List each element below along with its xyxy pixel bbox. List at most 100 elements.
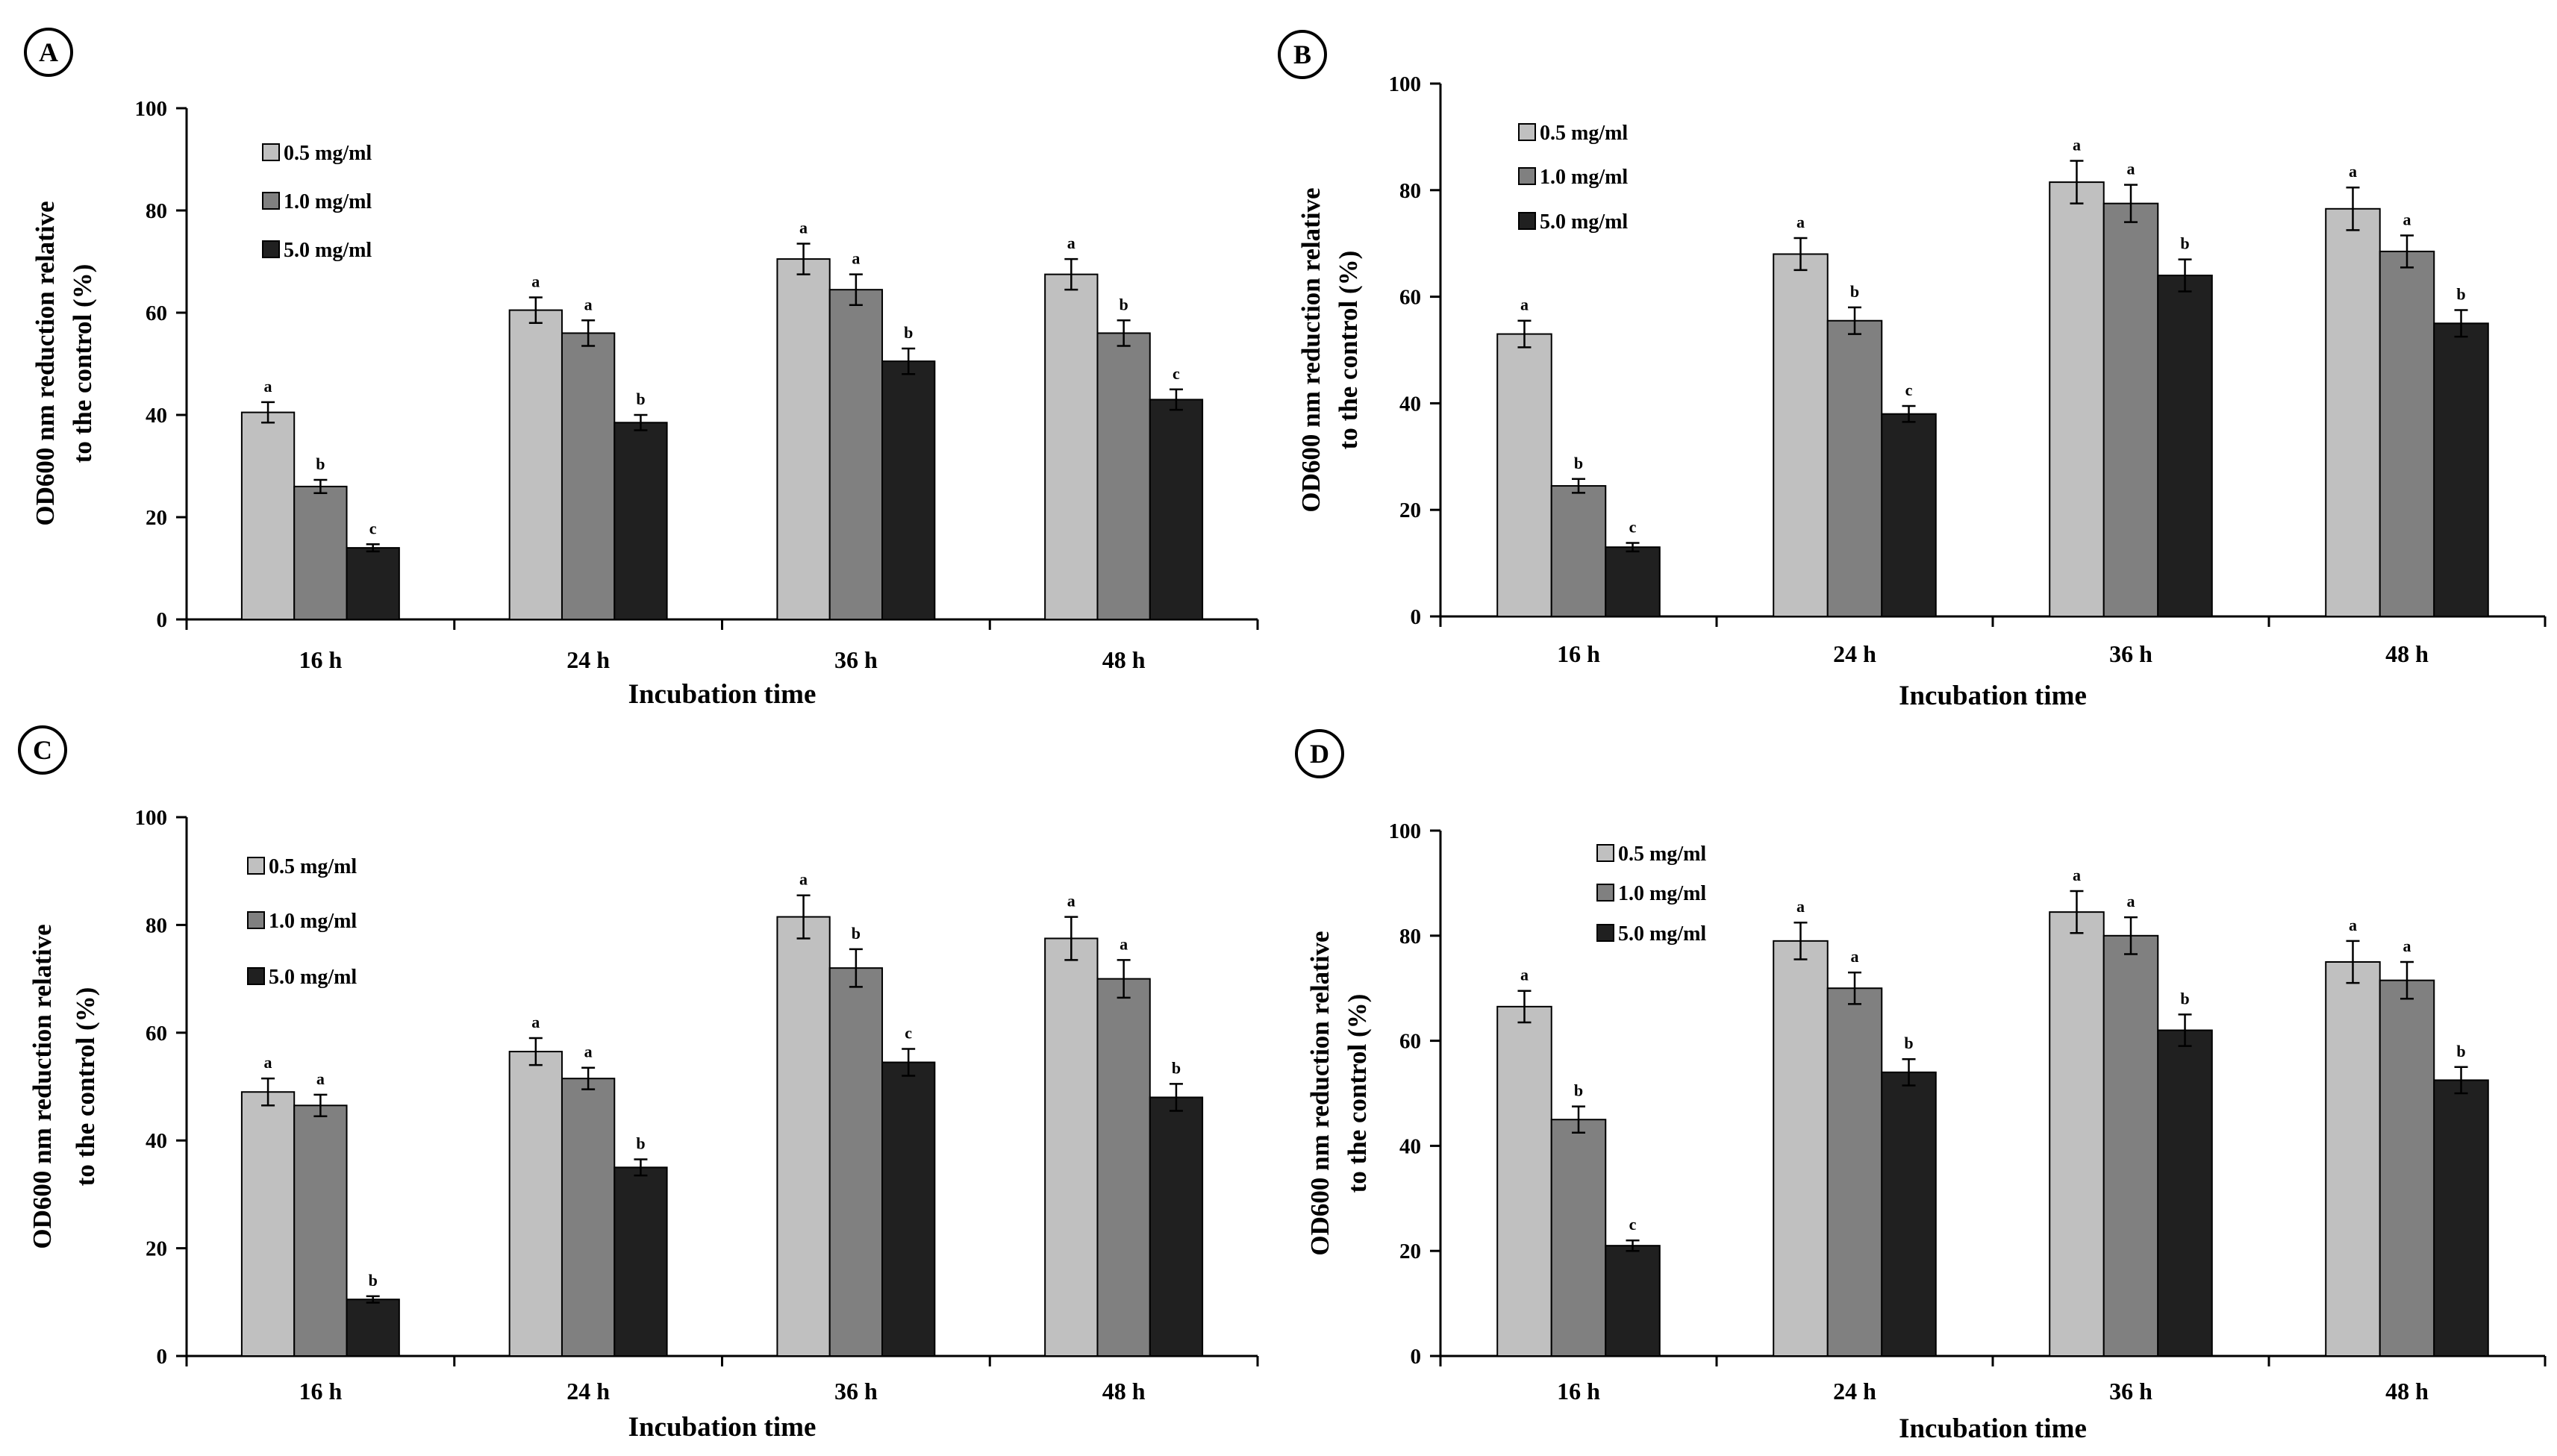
bar [2102,202,2159,617]
significance-letter: b [2456,1042,2465,1060]
y-tick-label: 40 [146,1129,167,1153]
significance-letter: b [316,454,325,473]
significance-letter: a [2127,892,2135,910]
significance-letter: a [2349,916,2357,934]
bar [1044,937,1099,1357]
significance-letter: b [2456,284,2465,303]
legend-swatch [1596,884,1614,902]
significance-letter: a [1067,234,1075,252]
y-tick-label: 100 [1389,819,1422,843]
significance-letter: b [2180,989,2189,1007]
significance-letter: a [2349,162,2357,181]
x-axis-title: Incubation time [628,679,817,710]
legend-label: 1.0 mg/ml [1618,882,1706,905]
legend-label: 1.0 mg/ml [269,910,357,933]
y-tick-label: 40 [1399,392,1421,416]
legend-label: 0.5 mg/ml [1540,122,1628,145]
legend-label: 1.0 mg/ml [1540,166,1628,189]
bar [1605,1245,1661,1357]
significance-letter: a [1067,892,1075,910]
panel-badge-circle [1278,30,1327,79]
legend-swatch [262,143,280,161]
y-axis-title-line: OD600 nm reduction relative [28,924,57,1249]
x-tick-label: 16 h [299,646,342,673]
bar [828,967,884,1357]
significance-letter: c [905,1023,912,1042]
x-tick-label: 48 h [1102,1378,1146,1405]
significance-letter: a [1120,934,1128,953]
legend-swatch [1596,844,1614,862]
bar [293,1105,348,1357]
significance-letter: a [852,249,860,268]
y-tick-label: 100 [135,97,168,121]
significance-letter: b [636,1134,645,1152]
y-tick-label: 0 [157,1345,168,1369]
significance-letter: a [316,1069,325,1088]
significance-letter: b [1574,454,1583,472]
x-tick-label: 16 h [1557,1378,1600,1405]
x-tick-label: 24 h [1833,640,1876,667]
bar [346,1299,400,1357]
x-axis-title: Incubation time [1899,1413,2087,1444]
significance-letter: a [584,1043,593,1061]
bar [2379,250,2435,617]
legend-label: 5.0 mg/ml [269,966,357,989]
significance-letter: b [369,1271,378,1290]
bar [1605,546,1661,617]
y-tick-label: 20 [1399,1240,1421,1263]
bar [561,332,616,620]
significance-letter: a [1851,947,1859,966]
bar [1096,978,1151,1357]
bar [293,485,348,621]
bar [1096,332,1151,620]
x-axis-title: Incubation time [628,1412,817,1443]
y-tick-label: 80 [1399,179,1421,203]
x-tick-label: 24 h [566,646,610,673]
bar [614,1166,668,1357]
panel-label: D [1310,739,1329,769]
significance-letter: b [636,390,645,408]
bar [1550,1119,1607,1357]
legend-swatch [262,240,280,258]
y-axis-title-line: to the control (%) [1343,994,1372,1193]
bar [1881,413,1937,617]
bar [1773,253,1829,617]
bar [828,289,884,620]
bar [776,916,831,1357]
significance-letter: c [1173,364,1180,383]
x-tick-label: 48 h [1102,646,1146,673]
significance-letter: b [1904,1034,1913,1052]
bar [2102,934,2159,1357]
bar [1826,987,1883,1357]
bar [1044,273,1099,620]
x-tick-label: 16 h [299,1378,342,1405]
x-tick-label: 24 h [1833,1378,1876,1405]
y-tick-label: 0 [1411,1345,1422,1369]
significance-letter: c [369,519,377,537]
panel-label: B [1293,40,1311,69]
x-tick-label: 24 h [566,1378,610,1405]
significance-letter: a [2073,136,2081,154]
bar [2157,1029,2213,1357]
legend-label: 5.0 mg/ml [284,239,372,262]
legend-label: 5.0 mg/ml [1540,210,1628,234]
panel-label: A [39,37,58,67]
bar [1826,319,1883,617]
legend-label: 0.5 mg/ml [1618,843,1706,866]
panel-d: D 0 20 40 60 80 100 16 h 24 h 36 h 48 h Incubation … [1295,729,2547,1444]
y-axis-title-line: to the control (%) [68,264,97,463]
bar [2379,979,2435,1357]
significance-letter: c [1629,1215,1637,1234]
significance-letter: b [1172,1058,1181,1077]
y-axis-title-line: OD600 nm reduction relative [1305,931,1334,1255]
significance-letter: c [1629,517,1637,536]
significance-letter: a [1796,897,1805,916]
x-tick-label: 36 h [834,646,878,673]
bar [2433,1079,2489,1357]
bar [240,411,296,620]
bar [1149,1096,1204,1357]
significance-letter: b [2180,234,2189,253]
legend-swatch [262,192,280,210]
bar [2325,207,2381,618]
